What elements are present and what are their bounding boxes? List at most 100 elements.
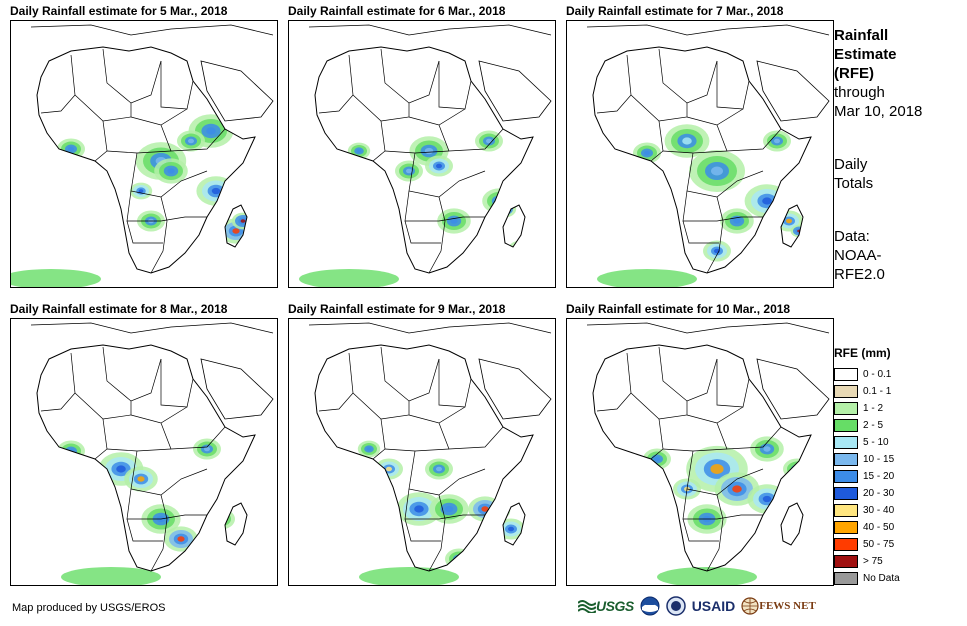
legend-swatch (834, 487, 858, 500)
legend-item: 50 - 75 (834, 536, 964, 553)
coastline (314, 344, 534, 572)
rainfall-patch (406, 168, 412, 174)
country-border (428, 196, 446, 274)
panel-title: Daily Rainfall estimate for 8 Mar., 2018 (10, 302, 228, 316)
agency-logos: USGS USAID FEWS NET (578, 596, 816, 616)
rainfall-patch (356, 149, 362, 153)
country-border (658, 346, 718, 402)
map-credit: Map produced by USGS/EROS (12, 602, 166, 614)
rainfall-patch (500, 205, 510, 213)
legend-item: > 75 (834, 553, 964, 570)
rainfall-patch (93, 483, 109, 495)
rainfall-patch (662, 237, 672, 245)
country-border (126, 518, 163, 542)
legend-label: No Data (863, 573, 900, 584)
country-border (126, 488, 207, 520)
legend-swatch (834, 402, 858, 415)
africa-basemap (586, 24, 830, 287)
country-border (126, 190, 207, 222)
rainfall-patch (507, 240, 533, 262)
country-border (318, 352, 354, 412)
rfe-legend: RFE (mm) 0 - 0.1 0.1 - 1 1 - 2 2 - 5 5 - 10 1… (834, 346, 964, 587)
map-description: Rainfall Estimate (RFE) through Mar 10, … (834, 26, 964, 284)
country-border (706, 494, 724, 572)
rainfall-patch (655, 232, 679, 250)
country-border (716, 124, 782, 152)
country-border (74, 94, 132, 122)
rainfall-patch (763, 446, 771, 452)
map-panel-mar-8: Daily Rainfall estimate for 8 Mar., 2018 (10, 302, 278, 586)
country-border (160, 124, 226, 152)
rainfall-map (288, 318, 556, 586)
rainfall-patch (486, 138, 492, 144)
rainfall-patch (518, 248, 524, 254)
country-border (596, 352, 632, 412)
rainfall-patch (218, 516, 224, 522)
coastline (314, 46, 534, 274)
rainfall-patch (204, 546, 238, 571)
rainfall-patch (495, 198, 503, 204)
rainfall-patch (794, 466, 800, 472)
rainfall-patch (414, 505, 424, 513)
legend-item: No Data (834, 570, 964, 587)
rainfall-patch (682, 137, 692, 145)
legend-label: 0.1 - 1 (863, 386, 892, 397)
country-border (682, 190, 763, 222)
map-panel-mar-7: Daily Rainfall estimate for 7 Mar., 2018 (566, 4, 834, 288)
legend-item: 2 - 5 (834, 417, 964, 434)
product-title-line: Rainfall (834, 27, 889, 44)
country-border (716, 359, 750, 408)
country-border (682, 220, 719, 244)
rainfall-patch (217, 556, 225, 562)
country-border (150, 494, 168, 572)
legend-item: 15 - 20 (834, 468, 964, 485)
period-line: Totals (834, 175, 874, 192)
country-border (438, 359, 472, 408)
legend-swatch (834, 419, 858, 432)
usaid-logo: USAID (692, 598, 736, 614)
rainfall-patch (424, 147, 434, 155)
coastline (592, 46, 812, 274)
country-border (716, 61, 750, 110)
rainfall-patch (654, 456, 660, 462)
fews-net-logo-text: FEWS NET (759, 600, 816, 612)
country-border (130, 406, 188, 424)
rainfall-patch (436, 466, 442, 472)
neighbouring-landmass (30, 322, 274, 420)
usaid-logo-text: USAID (691, 598, 736, 614)
rainfall-patch (232, 228, 240, 234)
usgs-logo: USGS (578, 598, 634, 614)
map-panel-mar-6: Daily Rainfall estimate for 6 Mar., 2018 (288, 4, 556, 288)
country-border (404, 220, 441, 244)
product-title-line: Estimate (834, 46, 897, 63)
rainfall-patch (370, 214, 388, 228)
rainfall-patch (209, 550, 233, 568)
rainfall-patch (206, 127, 216, 135)
legend-label: 20 - 30 (863, 488, 895, 499)
country-border (408, 406, 466, 424)
legend-item: 1 - 2 (834, 400, 964, 417)
rainfall-patch (710, 464, 724, 474)
legend-swatch (834, 572, 858, 585)
country-border (630, 94, 688, 122)
country-border (102, 48, 162, 104)
country-border (126, 220, 163, 244)
panel-title: Daily Rainfall estimate for 6 Mar., 2018 (288, 4, 506, 18)
rainfall-patch (644, 546, 650, 552)
country-border (404, 518, 441, 542)
legend-swatch (834, 504, 858, 517)
legend-label: 0 - 0.1 (863, 369, 892, 380)
rainfall-patch (507, 550, 531, 568)
rainfall-patch (761, 544, 773, 554)
rainfall-patch (491, 195, 507, 207)
rainfall-patch (791, 464, 803, 474)
legend-swatch (834, 521, 858, 534)
legend-swatch (834, 436, 858, 449)
seal-icon (665, 596, 686, 616)
africa-basemap (586, 322, 830, 585)
rainfall-patch (637, 541, 657, 557)
rainfall-patch (98, 487, 104, 491)
country-border (352, 94, 410, 122)
country-border (372, 120, 386, 162)
country-border (94, 120, 108, 162)
